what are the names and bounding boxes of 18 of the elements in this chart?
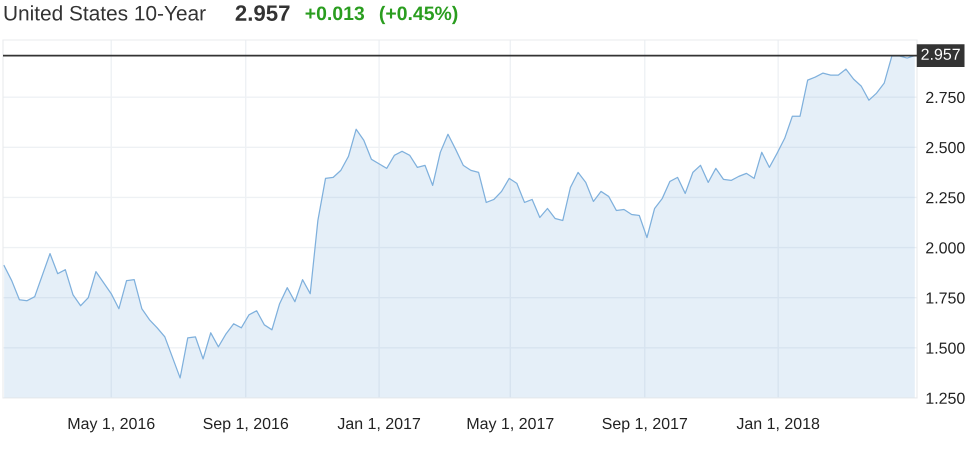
y-tick-label: 2.500: [926, 142, 965, 154]
y-tick-label: 2.000: [926, 242, 965, 254]
x-tick-label: May 1, 2017: [468, 418, 554, 432]
text: +0.013: [306, 6, 364, 20]
text: (+0.45%): [380, 6, 458, 24]
ref-line-label: 2.957: [921, 48, 960, 60]
y-tick-label: 1.750: [926, 292, 965, 304]
text: 2.957: [236, 5, 290, 21]
x-tick-label: Sep 1, 2017: [602, 418, 688, 432]
y-tick-label: 2.250: [926, 192, 965, 204]
y-tick-label: 1.250: [926, 392, 965, 404]
y-tick-label: 1.500: [926, 342, 965, 354]
x-tick-label: May 1, 2016: [68, 418, 154, 432]
chart-title: United States 10-Year: [4, 5, 206, 21]
y-tick-label: 2.750: [926, 92, 965, 104]
x-tick-label: Jan 1, 2017: [338, 418, 420, 432]
x-tick-label: Jan 1, 2018: [736, 418, 820, 432]
x-tick-label: Sep 1, 2016: [203, 418, 288, 432]
